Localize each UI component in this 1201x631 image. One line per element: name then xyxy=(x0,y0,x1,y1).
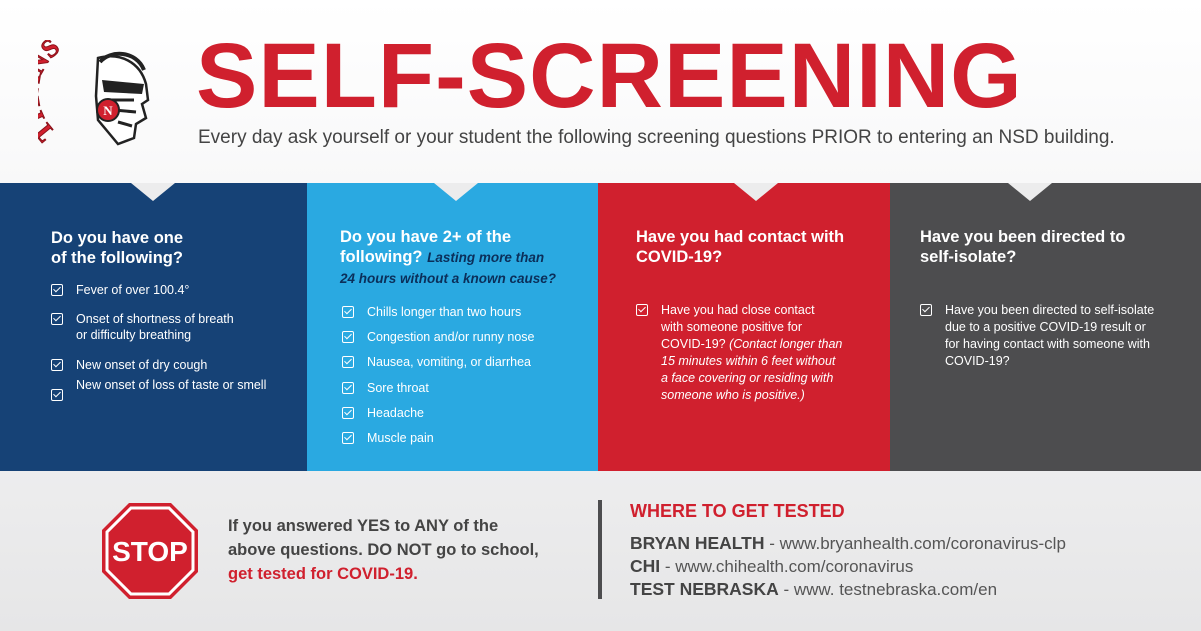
header: TITANS N SELF-SCREENING Every day ask yo… xyxy=(0,0,1201,183)
checkbox-icon xyxy=(920,304,932,316)
stop-label: STOP xyxy=(112,536,188,567)
checklist-item: Have you had close contact with someone … xyxy=(636,302,842,404)
testing-site: TEST NEBRASKA - www. testnebraska.com/en xyxy=(630,579,998,599)
panel-multiple-symptoms: Do you have 2+ of the following? Lasting… xyxy=(307,183,598,471)
checklist-item: Nausea, vomiting, or diarrhea xyxy=(342,354,531,370)
checklist-item: New onset of loss of taste or smell xyxy=(76,378,267,392)
svg-text:TITANS: TITANS xyxy=(38,40,65,147)
checkbox-icon xyxy=(342,432,354,444)
footer: STOP If you answered YES to ANY of the a… xyxy=(0,471,1201,631)
checklist-item: Have you been directed to self-isolate d… xyxy=(920,302,1154,370)
titans-mascot-icon: TITANS N xyxy=(14,32,150,148)
checkbox-icon xyxy=(51,359,63,371)
panel-symptoms: Do you have one of the following? Fever … xyxy=(0,183,307,471)
checkbox-icon xyxy=(342,407,354,419)
checkbox-icon xyxy=(636,304,648,316)
panel-question: Have you been directed to self-isolate? xyxy=(920,228,1126,266)
panel-notch xyxy=(434,183,478,203)
logo-badge-letter: N xyxy=(103,103,113,118)
panel-notch xyxy=(734,183,778,203)
checklist-item: Headache xyxy=(342,405,424,421)
titans-logo: TITANS N xyxy=(14,32,168,150)
panel-question: Have you had contact with COVID-19? xyxy=(636,228,845,266)
stop-sign: STOP xyxy=(100,501,200,601)
logo-text: TITANS xyxy=(14,32,65,148)
checkbox-icon xyxy=(342,356,354,368)
checklist-item: Sore throat xyxy=(342,380,429,396)
warning-text: If you answered YES to ANY of the above … xyxy=(228,517,539,583)
panel-question: Do you have one of the following? xyxy=(51,229,184,267)
checklist-item: Chills longer than two hours xyxy=(342,304,521,320)
checkbox-icon xyxy=(51,389,63,401)
page-title: SELF-SCREENING xyxy=(196,25,1023,127)
testing-site: BRYAN HEALTH - www.bryanhealth.com/coron… xyxy=(630,533,1066,553)
divider xyxy=(598,500,602,599)
checklist-item: Muscle pain xyxy=(342,430,434,446)
checkbox-icon xyxy=(51,284,63,296)
panel-notch xyxy=(131,183,175,203)
checkbox-icon xyxy=(342,331,354,343)
panel-contact: Have you had contact with COVID-19? Have… xyxy=(598,183,890,471)
page-subtitle: Every day ask yourself or your student t… xyxy=(198,127,1115,148)
testing-title: WHERE TO GET TESTED xyxy=(630,501,845,521)
panel-question: Do you have 2+ of the following? Lasting… xyxy=(340,228,557,286)
checklist-item: Onset of shortness of breath or difficult… xyxy=(51,311,234,343)
checklist-item: Fever of over 100.4° xyxy=(51,282,189,298)
panel-notch xyxy=(1008,183,1052,203)
checklist-item: Congestion and/or runny nose xyxy=(342,329,534,345)
question-panels: Do you have one of the following? Fever … xyxy=(0,183,1201,471)
checkbox-icon xyxy=(342,306,354,318)
checkbox-icon xyxy=(51,313,63,325)
panel-self-isolate: Have you been directed to self-isolate? … xyxy=(890,183,1201,471)
stop-sign-icon: STOP xyxy=(102,503,198,599)
testing-site: CHI - www.chihealth.com/coronavirus xyxy=(630,556,914,576)
checklist-item: New onset of dry cough xyxy=(51,357,207,373)
checkbox-icon xyxy=(342,382,354,394)
